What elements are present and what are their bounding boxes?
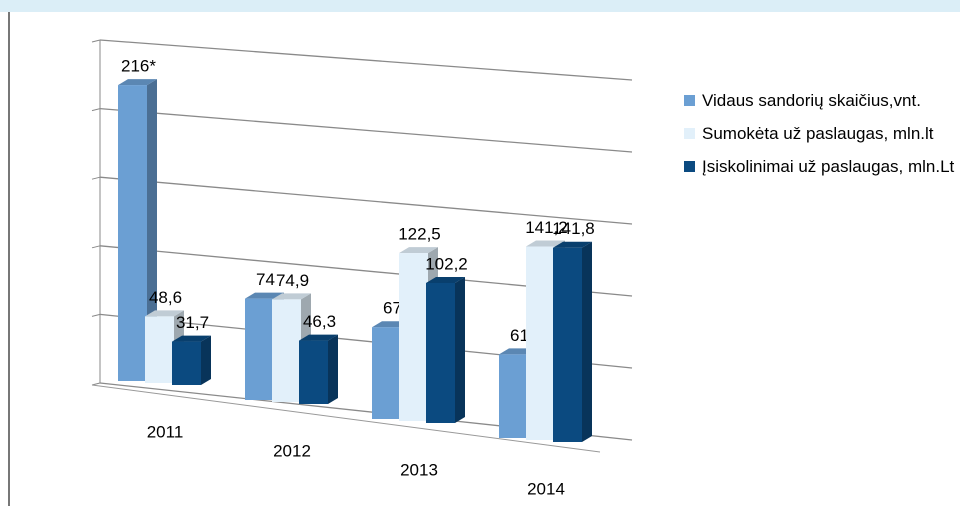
data-label: 122,5 [398,225,441,244]
data-label: 141,2 [525,218,568,237]
tick-mark [91,108,101,112]
legend-label: Įsiskolinimai už paslaugas, mln.Lt [702,157,955,176]
bar-top [399,247,438,254]
legend-item: Sumokėta už paslaugas, mln.lt [682,121,960,146]
x-tick-label: 2014 [527,479,565,498]
legend-label: Vidaus sandorių skaičius,vnt. [702,91,921,110]
x-tick-label: 2013 [400,460,438,479]
grid-line [99,176,633,225]
bar-top [272,293,311,300]
bar [553,247,582,442]
data-label: 46,3 [303,312,336,331]
grid-line [99,107,633,153]
legend-swatch [684,128,695,139]
data-label: 74,9 [276,271,309,290]
tick-mark [91,39,101,43]
bar-side [455,276,465,423]
bar [272,299,301,402]
bar [245,298,274,400]
bar-top [118,79,157,86]
data-label: 31,7 [176,313,209,332]
top-strip [0,0,960,12]
data-label: 216* [121,57,156,76]
bar-top [299,334,338,341]
bar [372,327,401,419]
bar-side [201,335,211,385]
data-label: 48,6 [149,288,182,307]
tick-mark [91,382,101,386]
bar [526,246,555,440]
bar-side [147,79,157,381]
bar [426,282,455,423]
x-tick-label: 2012 [273,441,311,460]
bar-top [526,240,565,247]
tick-mark [91,176,101,180]
data-label: 67 [383,299,402,318]
legend-label: Sumokėta už paslaugas, mln.lt [702,124,934,143]
legend-item: Vidaus sandorių skaičius,vnt. [682,88,960,113]
data-label: 74 [256,270,275,289]
bar [172,341,201,385]
bar [118,85,147,381]
bar [499,354,528,438]
bar-top [172,335,211,342]
margin [950,12,960,506]
legend-swatch [684,95,695,106]
data-label: 102,2 [425,254,468,273]
bar [145,316,174,383]
legend-swatch [684,161,695,172]
bar-top [426,276,465,283]
tick-mark [91,245,101,249]
legend: Vidaus sandorių skaičius,vnt. Sumokėta už… [682,88,960,187]
grid-line [99,39,633,81]
bar [299,340,328,404]
tick-mark [91,313,101,317]
legend-item: Įsiskolinimai už paslaugas, mln.Lt [682,154,960,179]
data-label: 141,8 [552,219,595,238]
bar-top [245,292,284,299]
bar-side [582,241,592,442]
data-label: 61 [510,326,529,345]
floor-line [91,384,601,453]
bar-top [553,241,592,248]
bar [399,253,428,421]
x-tick-label: 2011 [147,422,184,441]
bar-side [328,334,338,404]
bar-top [145,310,184,317]
